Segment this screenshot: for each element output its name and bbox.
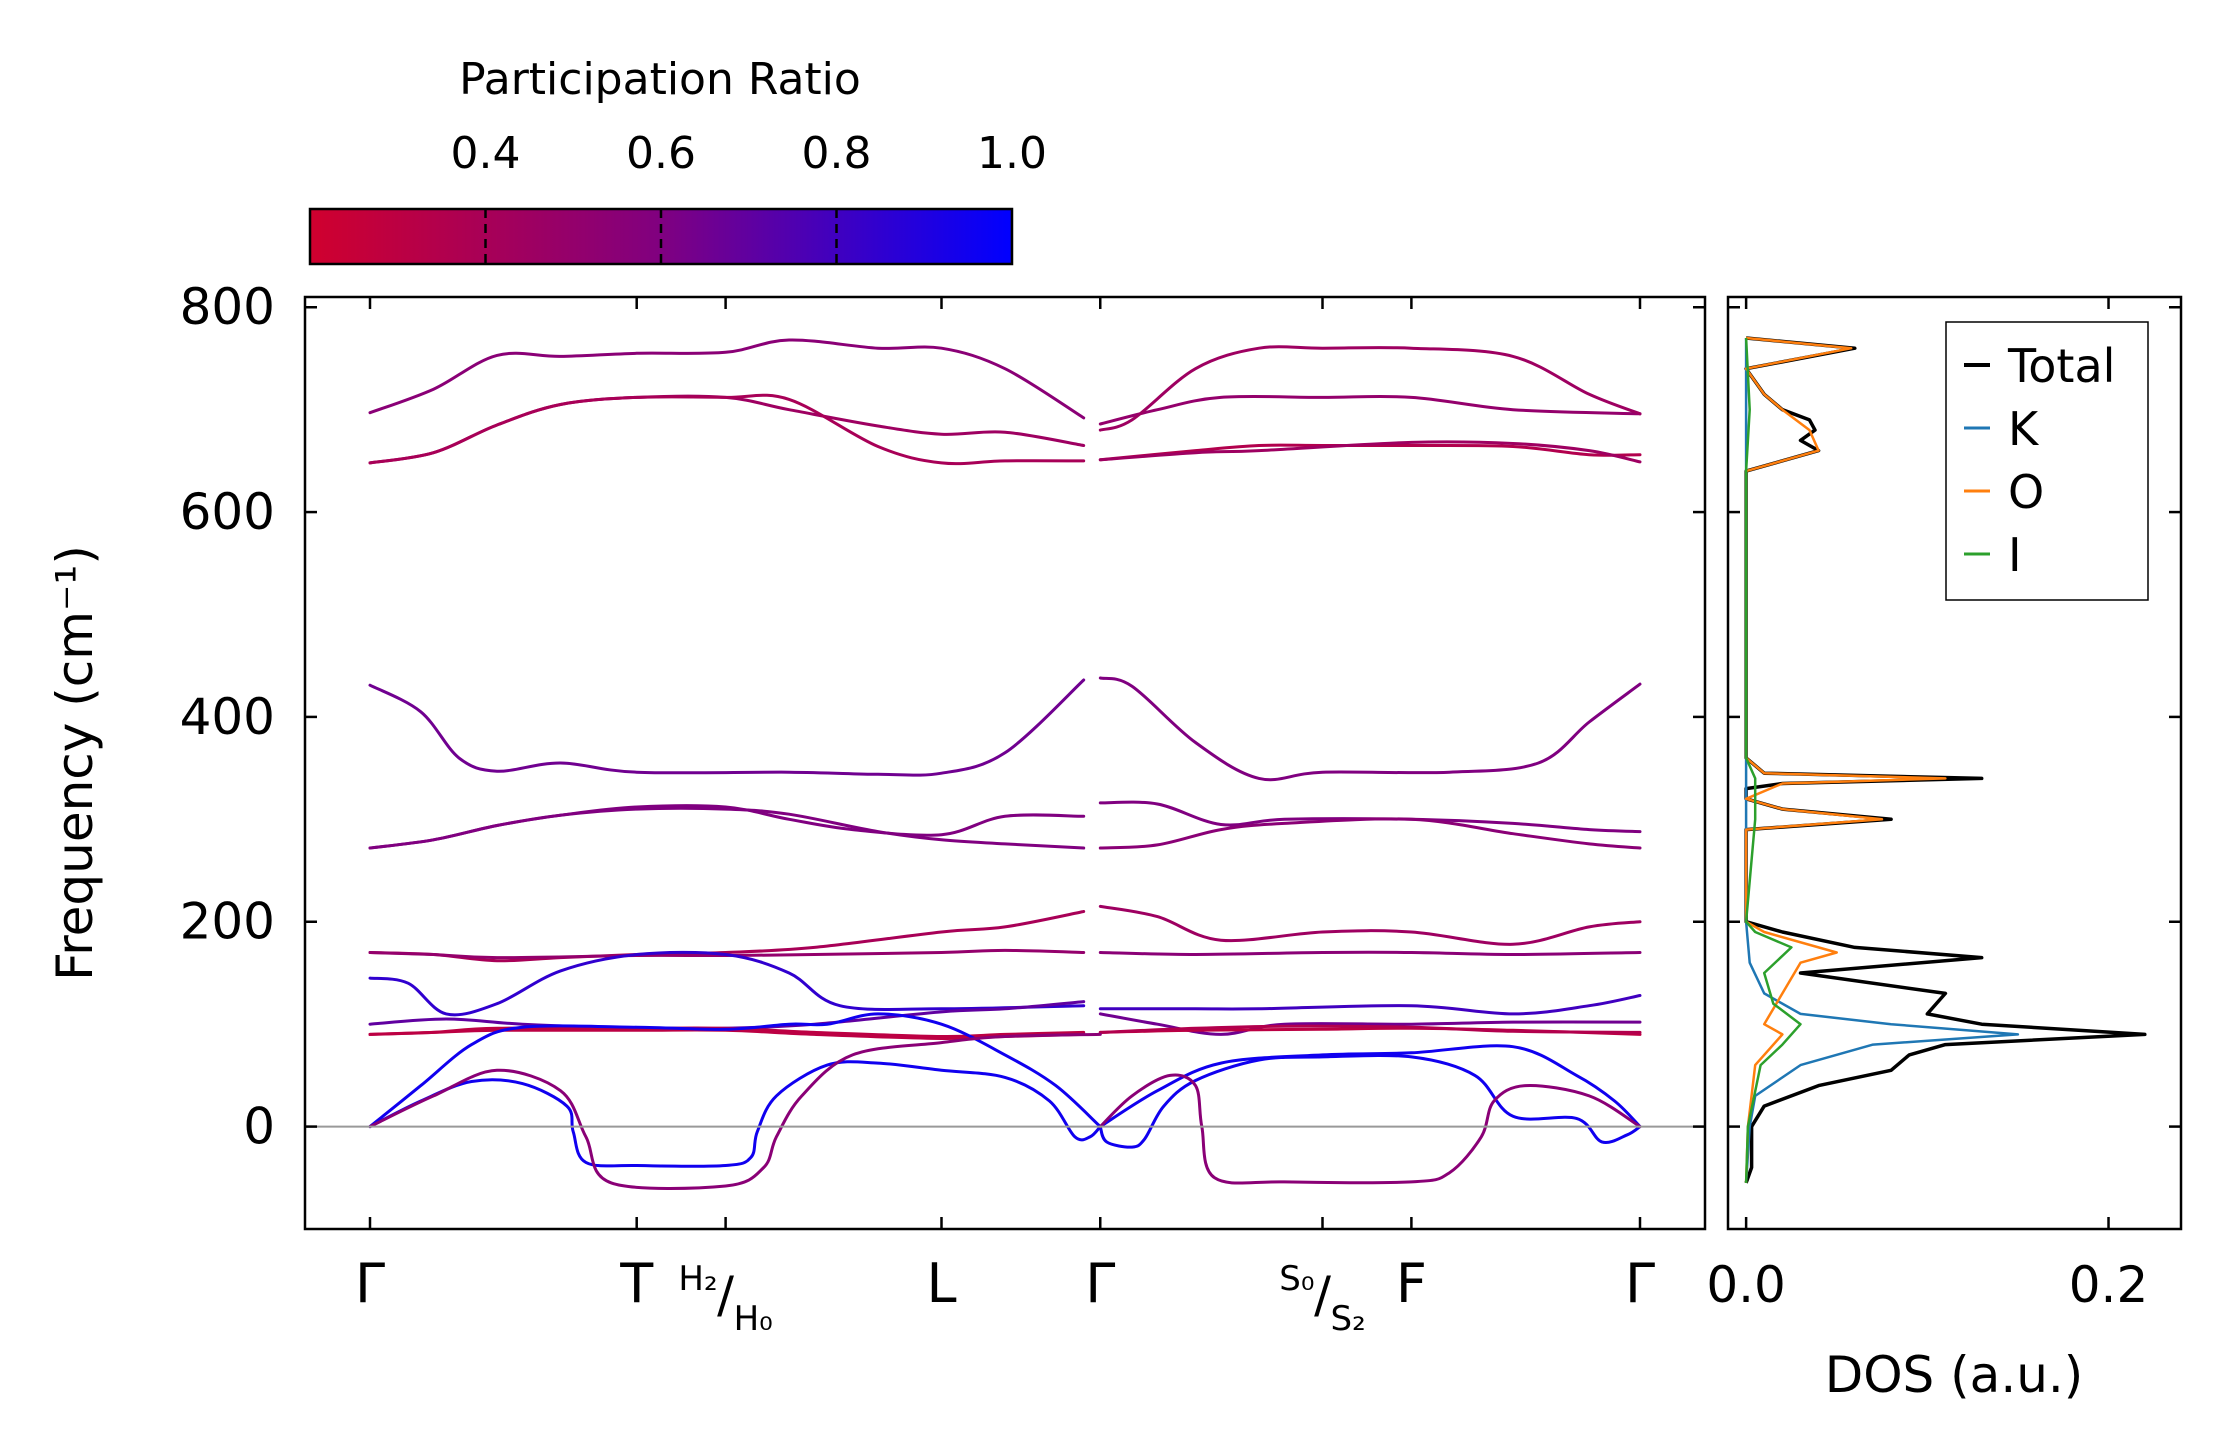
phonon-band	[1098, 394, 1642, 426]
phonon-band	[1098, 904, 1642, 946]
phonon-band	[1098, 345, 1642, 432]
phonon-band	[368, 1060, 1102, 1168]
y-axis-label: Frequency (cm⁻¹)	[46, 545, 104, 981]
svg-text:/: /	[717, 1266, 734, 1324]
phonon-band	[1098, 1073, 1642, 1185]
k-point-label: H₂ / H₀	[678, 1259, 772, 1339]
dos-plot-frame	[1726, 295, 2183, 1231]
k-point-label: Γ	[1085, 1252, 1115, 1315]
band-plot-frame	[303, 295, 1707, 1231]
dos-line-i	[1744, 337, 1802, 1183]
svg-text:/: /	[1314, 1266, 1331, 1324]
phonon-band	[1098, 1044, 1642, 1129]
phonon-band	[1098, 1053, 1642, 1149]
svg-text:H₀: H₀	[734, 1299, 773, 1339]
phonon-band	[368, 1000, 1086, 1031]
colorbar-label: Participation Ratio	[459, 54, 861, 105]
phonon-band	[368, 806, 1086, 850]
colorbar-tick-label: 1.0	[977, 128, 1047, 179]
k-point-label: Γ	[355, 1252, 385, 1315]
y-tick-label: 400	[180, 688, 275, 746]
phonon-band	[1098, 817, 1642, 850]
phonon-band	[1098, 676, 1642, 782]
dos-lines	[1744, 336, 2147, 1184]
y-tick-label: 800	[180, 278, 275, 336]
y-tick-label: 600	[180, 483, 275, 541]
phonon-band	[1098, 994, 1642, 1016]
k-point-label: T	[619, 1252, 654, 1315]
dos-x-axis-label: DOS (a.u.)	[1825, 1346, 2084, 1404]
dos-panel: 0.0 0.2 DOS (a.u.) Total KOI	[1706, 295, 2183, 1404]
dos-axes: 0.0 0.2	[1706, 297, 2181, 1314]
phonon-band	[368, 678, 1086, 777]
band-lines	[368, 338, 1642, 1190]
dos-legend: Total KOI	[1945, 321, 2149, 601]
k-point-label: F	[1396, 1252, 1427, 1315]
legend-label: I	[2008, 528, 2022, 582]
colorbar-tick-label: 0.4	[451, 128, 521, 179]
colorbar: Participation Ratio 0.4 0.6 0.8 1.0	[308, 54, 1047, 266]
colorbar-tick-label: 0.8	[802, 128, 872, 179]
colorbar-ticks: 0.4 0.6 0.8 1.0	[451, 128, 1047, 264]
svg-text:S₂: S₂	[1331, 1299, 1366, 1339]
y-tick-label: 0	[243, 1098, 275, 1156]
phonon-band	[368, 1012, 1102, 1129]
phonon-band	[1098, 1012, 1642, 1036]
k-point-label: Γ	[1625, 1252, 1655, 1315]
phonon-band	[368, 394, 1086, 465]
dos-x-tick-label: 0.2	[2069, 1256, 2149, 1314]
phonon-band	[368, 393, 1086, 466]
dos-line-o	[1744, 336, 1947, 1183]
legend-label: K	[2008, 402, 2040, 456]
dos-x-tick-label: 0.0	[1706, 1256, 1786, 1314]
phonon-band	[368, 338, 1086, 420]
colorbar-tick-label: 0.6	[626, 128, 696, 179]
phonon-band	[368, 950, 1086, 1017]
k-point-label: S₀ / S₂	[1279, 1259, 1365, 1339]
phonon-band	[1098, 950, 1642, 956]
svg-text:S₀: S₀	[1279, 1259, 1314, 1299]
phonon-band	[1098, 440, 1642, 464]
phonon-band	[1098, 800, 1642, 834]
k-point-label: L	[926, 1252, 956, 1315]
phonon-band	[368, 1032, 1102, 1190]
legend-label: O	[2008, 465, 2044, 519]
legend-label: Total	[2007, 339, 2115, 393]
y-tick-label: 200	[180, 893, 275, 951]
svg-text:H₂: H₂	[678, 1259, 717, 1299]
phonon-band	[1098, 1024, 1642, 1034]
